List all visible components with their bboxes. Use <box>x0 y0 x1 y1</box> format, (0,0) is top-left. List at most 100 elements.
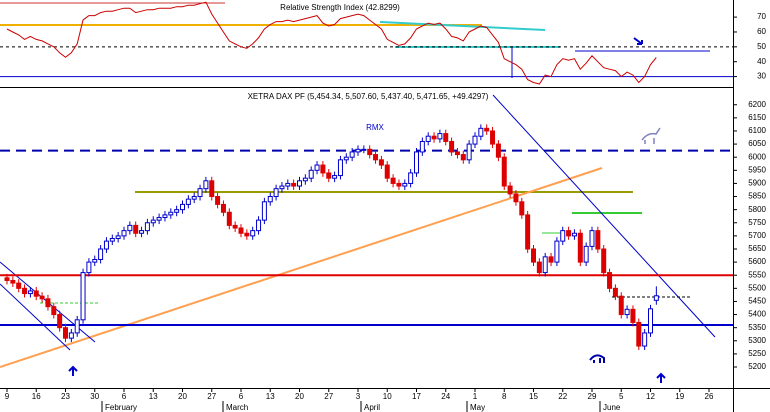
candle-body <box>542 256 548 274</box>
candle-body <box>355 148 361 153</box>
candle-body <box>326 172 332 179</box>
candle-body <box>519 201 525 216</box>
candle-body <box>490 130 496 145</box>
y-tick-label: 5900 <box>748 179 766 188</box>
candle-body <box>624 308 630 316</box>
x-tick-label: 15 <box>529 392 538 401</box>
candle-body <box>507 185 513 195</box>
candle-body <box>571 232 577 237</box>
candle-body <box>232 224 238 229</box>
x-tick-label: 23 <box>61 392 70 401</box>
candle-body <box>636 321 642 347</box>
x-tick-label: 3 <box>356 392 361 401</box>
candle-body <box>98 248 104 260</box>
candle-body <box>180 203 185 211</box>
candle-body <box>443 133 449 142</box>
candle-body <box>653 295 659 301</box>
candle-body <box>16 282 22 289</box>
y-tick-label: 5600 <box>748 257 766 266</box>
candle-body <box>144 222 150 232</box>
candle-body <box>191 196 197 200</box>
candle-body <box>92 258 98 263</box>
candle-body <box>109 238 115 242</box>
x-tick-label: 12 <box>646 392 655 401</box>
y-tick-label: 5350 <box>748 323 766 332</box>
rsi-trend <box>379 21 546 31</box>
candle-body <box>618 295 624 316</box>
candle-body <box>384 164 390 179</box>
candle-body <box>63 327 68 339</box>
candle-body <box>484 127 490 132</box>
candle-body <box>256 219 262 232</box>
candle-body <box>642 332 648 347</box>
candle-body <box>302 177 308 182</box>
candle-body <box>343 156 349 161</box>
candle-body <box>414 151 419 174</box>
candle-body <box>437 133 443 140</box>
x-tick-label: 27 <box>207 392 216 401</box>
candle-body <box>185 198 191 205</box>
candle-body <box>103 240 109 250</box>
x-tick-label: 13 <box>266 392 275 401</box>
candle-body <box>601 248 607 274</box>
y-tick-label: 5950 <box>748 165 766 174</box>
candle-body <box>314 164 320 171</box>
y-tick-label: 5500 <box>748 283 766 292</box>
x-tick-label: 26 <box>705 392 714 401</box>
candle-body <box>425 135 431 142</box>
candle-body <box>27 290 33 295</box>
x-tick-label: 30 <box>90 392 99 401</box>
y-tick-label: 5700 <box>748 231 766 240</box>
candle-body <box>68 332 74 339</box>
month-label: March <box>226 403 248 412</box>
y-tick-label: 6100 <box>748 126 766 135</box>
candle-body <box>174 209 180 213</box>
candle-body <box>203 180 209 190</box>
candle-body <box>378 159 384 166</box>
candle-body <box>133 224 139 234</box>
channel-line <box>0 283 71 351</box>
rsi-title: Relative Strength Index (42.8299) <box>280 3 400 12</box>
x-tick-label: 9 <box>5 392 10 401</box>
x-tick-label: 17 <box>412 392 421 401</box>
candle-body <box>402 182 408 187</box>
candle-body <box>525 214 531 250</box>
uptrend-line <box>0 167 603 368</box>
candle-body <box>595 230 601 250</box>
candle-body <box>454 151 460 156</box>
y-tick-label: 5200 <box>748 362 766 371</box>
x-tick-label: 13 <box>149 392 158 401</box>
candle-body <box>197 188 203 198</box>
candle-body <box>320 164 326 174</box>
arrow-up <box>656 372 666 383</box>
candle-body <box>127 224 133 232</box>
y-tick-label: 60 <box>757 27 766 36</box>
x-tick-label: 6 <box>122 392 127 401</box>
candle-body <box>115 235 121 240</box>
candle-body <box>531 248 536 263</box>
candle-body <box>86 261 92 274</box>
y-tick-label: 5450 <box>748 297 766 306</box>
bear-icon <box>589 354 605 363</box>
bull-icon <box>641 127 661 144</box>
x-tick-label: 29 <box>588 392 597 401</box>
x-tick-label: 27 <box>324 392 333 401</box>
x-tick-label: 22 <box>558 392 567 401</box>
candle-body <box>390 177 396 184</box>
x-tick-label: 24 <box>441 392 450 401</box>
candle-body <box>589 230 595 247</box>
x-tick-label: 20 <box>295 392 304 401</box>
candle-body <box>466 143 472 161</box>
candle-body <box>261 201 267 221</box>
candle-body <box>396 182 402 187</box>
candle-body <box>4 277 10 281</box>
candle-body <box>648 308 653 334</box>
candle-body <box>45 298 51 308</box>
candle-body <box>238 227 244 234</box>
candle-body <box>583 245 589 263</box>
x-tick-label: 1 <box>473 392 478 401</box>
candle-body <box>478 127 484 137</box>
arrow-down <box>633 37 643 45</box>
candle-body <box>472 135 478 145</box>
